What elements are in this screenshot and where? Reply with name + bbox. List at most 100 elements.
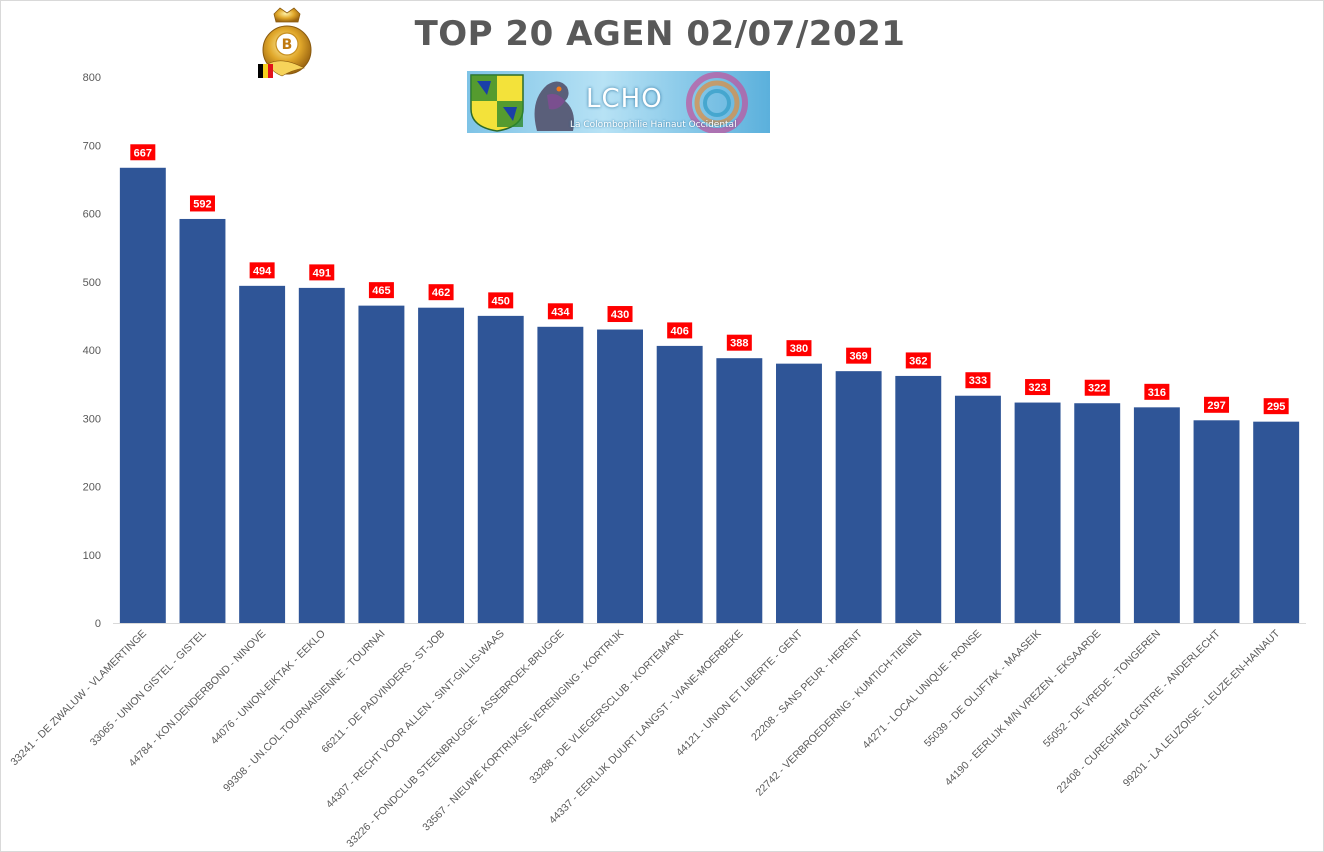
y-tick-label: 100 xyxy=(83,550,101,562)
x-tick-label: 44271 - LOCAL UNIQUE - RONSE xyxy=(860,628,984,752)
data-label-box xyxy=(964,371,992,390)
data-label-box xyxy=(427,283,455,302)
bar xyxy=(239,285,286,623)
bar xyxy=(418,307,465,623)
data-label: 323 xyxy=(1024,378,1052,397)
x-tick-label: 22208 - SANS PEUR - HERENT xyxy=(749,627,865,743)
chart-title: TOP 20 AGEN 02/07/2021 xyxy=(414,14,906,54)
data-label-text: 491 xyxy=(313,267,331,279)
bar xyxy=(597,329,643,623)
y-tick-label: 700 xyxy=(83,140,101,152)
bar-series xyxy=(119,167,1300,623)
data-label-box xyxy=(308,263,336,282)
data-label: 316 xyxy=(1143,382,1171,401)
x-tick-label: 44337 - EERLIJK DUURT LANGST - VIANE-MOE… xyxy=(547,628,746,827)
x-tick-label: 33241 - DE ZWALUW - VLAMERTINGE xyxy=(8,628,149,769)
data-label: 494 xyxy=(248,261,276,280)
y-tick-label: 600 xyxy=(83,209,101,221)
x-tick-label: 44784 - KON.DENDERBOND - NINOVE xyxy=(126,628,268,770)
bar xyxy=(954,395,1001,623)
data-label-box xyxy=(666,321,694,340)
data-label: 295 xyxy=(1262,397,1290,416)
data-label-text: 450 xyxy=(492,295,510,307)
x-tick-label: 66211 - DE PADVINDERS - ST-JOB xyxy=(319,628,447,756)
data-label-box xyxy=(546,302,574,321)
lcho-banner-logo xyxy=(467,71,770,133)
bar xyxy=(179,218,226,623)
bar xyxy=(1253,421,1300,623)
data-label: 430 xyxy=(606,305,634,324)
data-label-text: 592 xyxy=(193,198,211,210)
y-tick-label: 0 xyxy=(95,618,101,630)
x-tick-label: 33226 - FONDCLUB STEENBRUGGE - ASSEBROEK… xyxy=(344,628,566,850)
data-label-box xyxy=(248,261,276,280)
bar xyxy=(1193,420,1240,623)
svg-text:B: B xyxy=(282,37,293,53)
data-label-text: 434 xyxy=(551,306,570,318)
data-label-text: 462 xyxy=(432,287,450,299)
y-axis: 0 100 200 300 400 500 600 700 800 xyxy=(83,72,101,630)
bar xyxy=(656,345,703,623)
bar xyxy=(1074,403,1121,623)
data-label: 380 xyxy=(785,339,813,358)
lcho-banner-subtitle: La Colombophilie Hainaut Occidental xyxy=(570,120,737,130)
data-label-text: 333 xyxy=(969,375,987,387)
bar xyxy=(298,287,345,623)
data-label: 406 xyxy=(666,321,694,340)
data-label: 667 xyxy=(129,143,157,162)
data-label-box xyxy=(1262,397,1290,416)
data-label-box xyxy=(1143,382,1171,401)
data-label-box xyxy=(725,333,753,352)
data-label-text: 323 xyxy=(1028,382,1046,394)
data-label: 322 xyxy=(1083,378,1111,397)
data-label-box xyxy=(129,143,157,162)
data-label-text: 667 xyxy=(134,147,152,159)
data-label-box xyxy=(1083,378,1111,397)
data-label-text: 406 xyxy=(670,325,688,337)
data-label: 592 xyxy=(188,194,216,213)
data-label-box xyxy=(367,281,395,300)
bar xyxy=(835,371,882,623)
data-label-box xyxy=(1024,378,1052,397)
bar xyxy=(119,167,166,623)
data-label: 434 xyxy=(546,302,574,321)
data-label-text: 430 xyxy=(611,309,629,321)
data-label-text: 388 xyxy=(730,338,748,350)
data-label-text: 494 xyxy=(253,265,272,277)
bar xyxy=(1133,407,1180,623)
data-labels: 667 592 494 491 465 462 450 434 430 406 388 380 369 3… xyxy=(129,143,1290,416)
data-label-box xyxy=(845,346,873,365)
x-tick-label: 55052 - DE VREDE - TONGEREN xyxy=(1041,628,1163,750)
y-tick-label: 200 xyxy=(83,482,101,494)
x-tick-label: 44076 - UNION-EIKTAK - EEKLO xyxy=(209,628,328,747)
data-label: 450 xyxy=(487,291,515,310)
federation-crest-logo: B xyxy=(258,7,312,78)
y-tick-label: 300 xyxy=(83,413,101,425)
data-label-box xyxy=(188,194,216,213)
y-tick-label: 800 xyxy=(83,72,101,84)
data-label: 491 xyxy=(308,263,336,282)
data-label-text: 322 xyxy=(1088,383,1106,395)
x-tick-label: 44121 - UNION ET LIBERTE - GENT xyxy=(674,627,806,759)
data-label-text: 465 xyxy=(372,285,390,297)
y-tick-label: 400 xyxy=(83,345,101,357)
data-label: 462 xyxy=(427,283,455,302)
data-label-text: 295 xyxy=(1267,401,1285,413)
data-label-text: 369 xyxy=(849,351,867,363)
lcho-banner-title: LCHO xyxy=(586,84,663,114)
data-label-text: 297 xyxy=(1207,400,1225,412)
data-label-box xyxy=(904,351,932,370)
bar xyxy=(776,363,822,623)
bar xyxy=(358,305,405,623)
data-label: 297 xyxy=(1203,395,1231,414)
x-tick-label: 55039 - DE OLIJFTAK - MAASEIK xyxy=(922,628,1044,750)
bar xyxy=(895,375,942,623)
data-label: 369 xyxy=(845,346,873,365)
data-label-box xyxy=(1203,395,1231,414)
data-label-box xyxy=(606,305,634,324)
data-label-text: 316 xyxy=(1148,387,1166,399)
data-label: 362 xyxy=(904,351,932,370)
x-tick-label: 33567 - NIEUWE KORTRIJKSE VERENIGING - K… xyxy=(420,628,626,834)
